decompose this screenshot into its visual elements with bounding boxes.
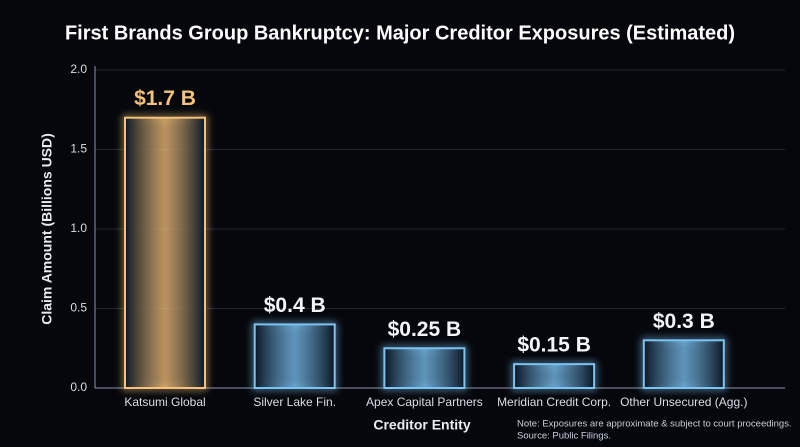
bar bbox=[383, 347, 466, 389]
y-tick-label: 0.5 bbox=[70, 301, 87, 315]
x-tick-label: Other Unsecured (Agg.) bbox=[620, 395, 747, 409]
y-axis-label: Claim Amount (Billions USD) bbox=[39, 133, 55, 325]
value-label: $0.3 B bbox=[653, 310, 715, 333]
bar bbox=[124, 116, 206, 389]
y-tick-label: 1.5 bbox=[70, 142, 87, 156]
note: Source: Public Filings. bbox=[517, 431, 611, 442]
x-tick-label: Apex Capital Partners bbox=[366, 395, 483, 409]
y-tick-label: 0.0 bbox=[70, 380, 87, 394]
note: Note: Exposures are approximate & subjec… bbox=[517, 419, 792, 430]
y-tick-label: 2.0 bbox=[70, 62, 87, 76]
value-label: $0.15 B bbox=[517, 334, 591, 357]
chart-title: First Brands Group Bankruptcy: Major Cre… bbox=[65, 22, 735, 44]
value-label: $0.25 B bbox=[388, 318, 462, 341]
bar bbox=[642, 339, 725, 389]
y-tick-label: 1.0 bbox=[70, 221, 87, 235]
value-label: $0.4 B bbox=[264, 294, 326, 317]
bar bbox=[513, 363, 596, 389]
x-tick-label: Meridian Credit Corp. bbox=[497, 395, 611, 409]
value-label: $1.7 B bbox=[134, 87, 196, 110]
x-axis-label: Creditor Entity bbox=[373, 417, 470, 433]
bar bbox=[253, 323, 336, 389]
x-tick-label: Silver Lake Fin. bbox=[253, 395, 336, 409]
x-tick-label: Katsumi Global bbox=[124, 395, 205, 409]
